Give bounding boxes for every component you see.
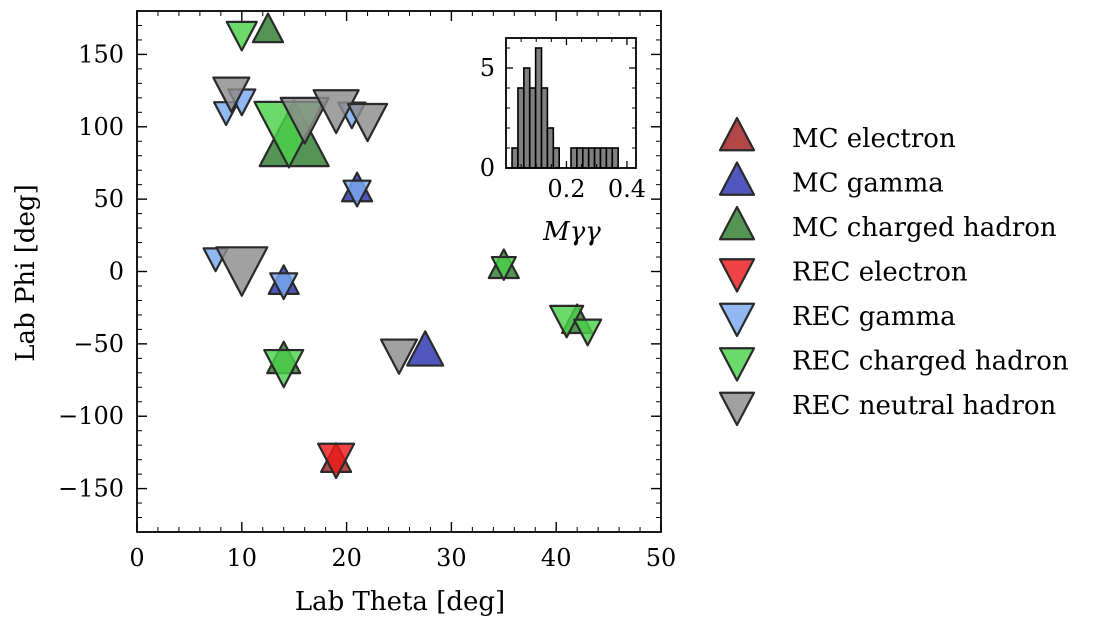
histogram-bar	[517, 87, 525, 169]
y-tick-label: 150	[78, 40, 124, 68]
histogram-bar	[599, 147, 608, 169]
y-tick-label: 100	[78, 113, 124, 141]
histogram-bar	[528, 87, 537, 169]
scatter-point-rec-neutral-hadron	[212, 76, 251, 113]
scatter-point-rec-neutral-hadron	[312, 89, 360, 135]
inset-x-tick-label: 0.4	[608, 175, 646, 203]
histogram-bar	[546, 127, 555, 169]
y-axis-label: Lab Phi [deg]	[11, 184, 41, 361]
legend: MC electron MC gamma MC charged hadron REC …	[718, 116, 1069, 427]
legend-marker	[718, 258, 756, 293]
histogram-bar	[552, 147, 561, 169]
y-tick-label: 0	[109, 258, 124, 286]
scatter-point-rec-gamma	[269, 272, 299, 301]
legend-label: REC charged hadron	[792, 347, 1069, 377]
legend-marker	[718, 347, 756, 382]
histogram-bar	[611, 147, 619, 169]
scatter-point-rec-charged-hadron	[573, 318, 603, 347]
x-tick-label: 40	[541, 544, 572, 572]
inset-y-tick-label: 0	[480, 154, 495, 182]
legend-label: MC electron	[792, 124, 956, 154]
histogram-bar	[511, 147, 519, 169]
histogram-bar	[523, 67, 531, 169]
inset-y-tick-label: 5	[480, 54, 495, 82]
scatter-point-rec-neutral-hadron	[279, 96, 330, 145]
scatter-point-rec-charged-hadron	[263, 348, 305, 389]
scatter-point-rec-neutral-hadron	[379, 338, 419, 375]
inset-axes-frame	[505, 37, 637, 169]
x-tick-label: 50	[646, 544, 677, 572]
scatter-point-mc-charged-hadron	[251, 12, 285, 44]
x-tick-label: 10	[227, 544, 258, 572]
x-axis-label: Lab Theta [deg]	[295, 587, 505, 617]
main-scatter-points	[202, 12, 603, 480]
legend-marker	[718, 205, 756, 241]
scatter-point-rec-gamma	[342, 179, 372, 208]
x-tick-label: 20	[331, 544, 362, 572]
x-tick-label: 0	[129, 544, 144, 572]
y-tick-label: 50	[93, 185, 124, 213]
inset-x-tick-label: 0.2	[547, 175, 585, 203]
legend-marker	[718, 391, 756, 427]
inset-x-axis-label: Mγγ	[542, 217, 601, 247]
y-tick-label: −100	[58, 402, 124, 430]
legend-label: REC gamma	[792, 302, 956, 332]
scatter-point-rec-neutral-hadron	[346, 102, 389, 143]
histogram-bar	[587, 147, 596, 169]
scatter-point-rec-neutral-hadron	[215, 246, 269, 297]
legend-label: REC neutral hadron	[792, 391, 1057, 421]
histogram-bar	[540, 87, 549, 169]
legend-label: MC charged hadron	[792, 213, 1057, 243]
histogram-bar	[534, 47, 543, 169]
legend-marker	[718, 161, 756, 196]
scatter-point-rec-electron	[317, 442, 356, 480]
x-tick-label: 30	[436, 544, 467, 572]
histogram-bar	[581, 147, 590, 169]
y-tick-label: −50	[73, 330, 124, 358]
y-tick-label: −150	[58, 475, 124, 503]
scatter-point-mc-gamma	[406, 330, 445, 367]
legend-label: MC gamma	[792, 169, 944, 199]
histogram-bar	[570, 147, 578, 169]
inset-histogram: 0.2 0.4 0 5 Mγγ	[480, 36, 646, 247]
histogram-bar	[593, 147, 602, 169]
legend-label: REC electron	[792, 258, 968, 288]
legend-marker	[718, 116, 756, 152]
scatter-point-rec-charged-hadron	[225, 20, 258, 52]
scatter-point-rec-charged-hadron	[490, 255, 517, 281]
legend-marker	[718, 302, 756, 338]
